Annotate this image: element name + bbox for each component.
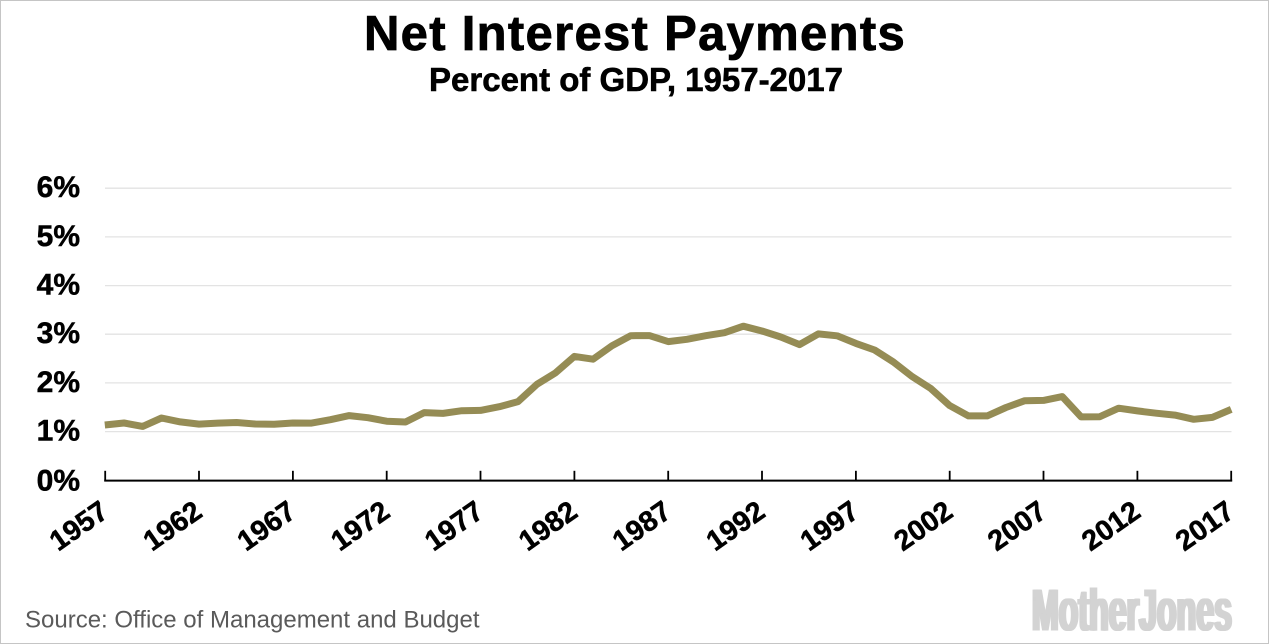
svg-text:Source: Office of Management a: Source: Office of Management and Budget: [25, 607, 480, 634]
svg-text:4%: 4%: [37, 269, 80, 302]
svg-text:1982: 1982: [513, 495, 583, 558]
svg-text:2002: 2002: [888, 495, 958, 558]
svg-text:1967: 1967: [232, 495, 302, 558]
svg-text:5%: 5%: [37, 220, 80, 253]
svg-text:Net Interest Payments: Net Interest Payments: [364, 7, 906, 61]
svg-text:1987: 1987: [607, 495, 677, 558]
svg-text:1962: 1962: [138, 495, 208, 558]
svg-text:0%: 0%: [37, 465, 80, 498]
svg-text:2007: 2007: [982, 495, 1052, 558]
svg-text:1972: 1972: [325, 495, 395, 558]
svg-text:MotherJones: MotherJones: [1030, 578, 1230, 644]
svg-text:6%: 6%: [37, 171, 80, 204]
svg-text:Percent of GDP, 1957-2017: Percent of GDP, 1957-2017: [429, 61, 843, 98]
svg-text:2012: 2012: [1076, 495, 1146, 558]
svg-text:1997: 1997: [795, 495, 865, 558]
svg-text:2%: 2%: [37, 366, 80, 399]
svg-text:1957: 1957: [44, 495, 114, 558]
svg-text:3%: 3%: [37, 317, 80, 350]
svg-text:MotherJones: MotherJones: [1031, 578, 1231, 644]
svg-text:1977: 1977: [419, 495, 489, 558]
svg-text:MotherJones: MotherJones: [1034, 578, 1234, 644]
svg-text:1992: 1992: [701, 495, 771, 558]
svg-text:2017: 2017: [1170, 495, 1240, 558]
svg-text:MotherJones: MotherJones: [1032, 578, 1232, 644]
svg-text:1%: 1%: [37, 415, 80, 448]
